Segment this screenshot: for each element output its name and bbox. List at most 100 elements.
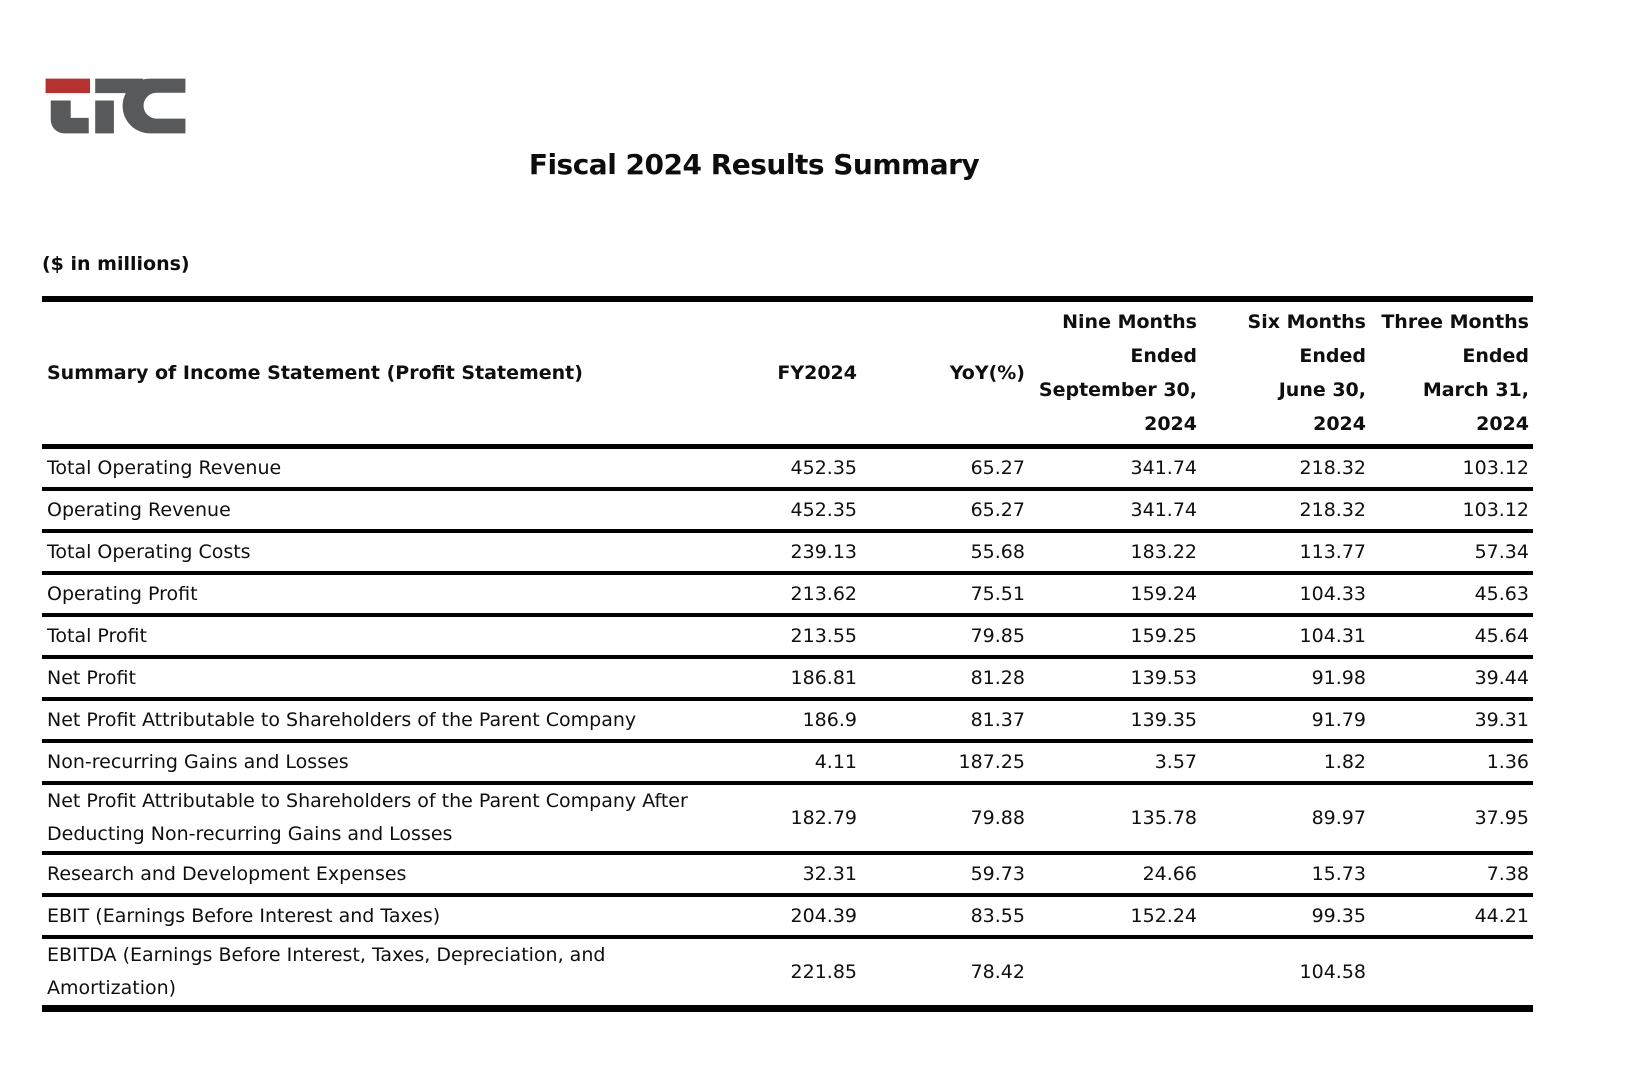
cell-yoy: 187.25 <box>861 741 1029 785</box>
cell-fy2024: 186.9 <box>703 699 861 743</box>
cell-six-months: 89.97 <box>1201 783 1370 855</box>
row-label: Total Operating Costs <box>42 531 703 575</box>
table-row: Total Operating Revenue 452.35 65.27 341… <box>42 446 1533 491</box>
row-label: Total Profit <box>42 615 703 659</box>
header-line: Three Months <box>1381 311 1529 333</box>
table-row: EBITDA (Earnings Before Interest, Taxes,… <box>42 937 1533 1012</box>
cell-six-months: 91.79 <box>1201 699 1370 743</box>
table-row: Net Profit 186.81 81.28 139.53 91.98 39.… <box>42 657 1533 701</box>
col-header-summary: Summary of Income Statement (Profit Stat… <box>42 296 703 449</box>
header-line: 2024 <box>1313 413 1366 435</box>
cell-nine-months: 152.24 <box>1029 895 1201 939</box>
header-line: Ended <box>1462 345 1529 367</box>
header-line: Nine Months <box>1062 311 1197 333</box>
row-label: Net Profit Attributable to Shareholders … <box>42 783 703 855</box>
col-header-yoy: YoY(%) <box>861 296 1029 449</box>
header-line: March 31, <box>1422 379 1529 401</box>
cell-three-months: 37.95 <box>1370 783 1533 855</box>
cell-three-months: 39.44 <box>1370 657 1533 701</box>
cell-three-months <box>1370 937 1533 1012</box>
cell-six-months: 15.73 <box>1201 853 1370 897</box>
cell-three-months: 45.64 <box>1370 615 1533 659</box>
header-line: Ended <box>1130 345 1197 367</box>
cell-fy2024: 213.62 <box>703 573 861 617</box>
table-row: Total Operating Costs 239.13 55.68 183.2… <box>42 531 1533 575</box>
row-label: Total Operating Revenue <box>42 446 703 491</box>
row-label: Net Profit Attributable to Shareholders … <box>42 699 703 743</box>
units-note: ($ in millions) <box>42 253 190 275</box>
cell-six-months: 104.58 <box>1201 937 1370 1012</box>
col-header-three-months: Three Months Ended March 31, 2024 <box>1370 296 1533 449</box>
cell-three-months: 1.36 <box>1370 741 1533 785</box>
company-logo <box>43 72 188 144</box>
cell-three-months: 103.12 <box>1370 489 1533 533</box>
cell-fy2024: 186.81 <box>703 657 861 701</box>
cell-six-months: 218.32 <box>1201 446 1370 491</box>
cell-yoy: 81.37 <box>861 699 1029 743</box>
cell-six-months: 113.77 <box>1201 531 1370 575</box>
cell-fy2024: 221.85 <box>703 937 861 1012</box>
table-row: Research and Development Expenses 32.31 … <box>42 853 1533 897</box>
cell-nine-months: 159.25 <box>1029 615 1201 659</box>
cell-fy2024: 32.31 <box>703 853 861 897</box>
cell-fy2024: 204.39 <box>703 895 861 939</box>
header-line: June 30, <box>1278 379 1366 401</box>
cell-nine-months: 341.74 <box>1029 489 1201 533</box>
header-line: Ended <box>1299 345 1366 367</box>
row-label: EBIT (Earnings Before Interest and Taxes… <box>42 895 703 939</box>
cell-six-months: 1.82 <box>1201 741 1370 785</box>
row-label: Operating Profit <box>42 573 703 617</box>
cell-nine-months: 139.53 <box>1029 657 1201 701</box>
cell-yoy: 79.85 <box>861 615 1029 659</box>
row-label: Operating Revenue <box>42 489 703 533</box>
cell-nine-months: 341.74 <box>1029 446 1201 491</box>
cell-yoy: 65.27 <box>861 446 1029 491</box>
header-line: September 30, <box>1038 379 1197 401</box>
cell-six-months: 218.32 <box>1201 489 1370 533</box>
cell-three-months: 44.21 <box>1370 895 1533 939</box>
cell-three-months: 39.31 <box>1370 699 1533 743</box>
cell-six-months: 104.33 <box>1201 573 1370 617</box>
page-title: Fiscal 2024 Results Summary <box>528 148 980 181</box>
table-row: Net Profit Attributable to Shareholders … <box>42 783 1533 855</box>
cell-nine-months <box>1029 937 1201 1012</box>
cell-yoy: 83.55 <box>861 895 1029 939</box>
cell-nine-months: 135.78 <box>1029 783 1201 855</box>
table-header-row: Summary of Income Statement (Profit Stat… <box>42 296 1533 449</box>
cell-six-months: 91.98 <box>1201 657 1370 701</box>
cell-three-months: 45.63 <box>1370 573 1533 617</box>
cell-three-months: 57.34 <box>1370 531 1533 575</box>
row-label: Research and Development Expenses <box>42 853 703 897</box>
cell-yoy: 81.28 <box>861 657 1029 701</box>
cell-six-months: 104.31 <box>1201 615 1370 659</box>
cell-yoy: 55.68 <box>861 531 1029 575</box>
cell-fy2024: 452.35 <box>703 446 861 491</box>
cell-nine-months: 3.57 <box>1029 741 1201 785</box>
cell-yoy: 75.51 <box>861 573 1029 617</box>
cell-yoy: 78.42 <box>861 937 1029 1012</box>
cell-nine-months: 183.22 <box>1029 531 1201 575</box>
col-header-nine-months: Nine Months Ended September 30, 2024 <box>1029 296 1201 449</box>
table-row: Non-recurring Gains and Losses 4.11 187.… <box>42 741 1533 785</box>
income-statement-table: Summary of Income Statement (Profit Stat… <box>42 296 1533 1012</box>
cell-yoy: 65.27 <box>861 489 1029 533</box>
cell-nine-months: 24.66 <box>1029 853 1201 897</box>
table-row: EBIT (Earnings Before Interest and Taxes… <box>42 895 1533 939</box>
cell-yoy: 79.88 <box>861 783 1029 855</box>
table-row: Operating Profit 213.62 75.51 159.24 104… <box>42 573 1533 617</box>
table-row: Net Profit Attributable to Shareholders … <box>42 699 1533 743</box>
col-header-six-months: Six Months Ended June 30, 2024 <box>1201 296 1370 449</box>
cell-three-months: 103.12 <box>1370 446 1533 491</box>
header-line: Six Months <box>1247 311 1366 333</box>
header-line: 2024 <box>1476 413 1529 435</box>
cell-nine-months: 139.35 <box>1029 699 1201 743</box>
cell-fy2024: 452.35 <box>703 489 861 533</box>
cell-nine-months: 159.24 <box>1029 573 1201 617</box>
row-label: Net Profit <box>42 657 703 701</box>
cell-fy2024: 182.79 <box>703 783 861 855</box>
row-label: EBITDA (Earnings Before Interest, Taxes,… <box>42 937 703 1012</box>
table-row: Total Profit 213.55 79.85 159.25 104.31 … <box>42 615 1533 659</box>
lfc-logo-icon <box>45 78 186 134</box>
header-line: 2024 <box>1144 413 1197 435</box>
